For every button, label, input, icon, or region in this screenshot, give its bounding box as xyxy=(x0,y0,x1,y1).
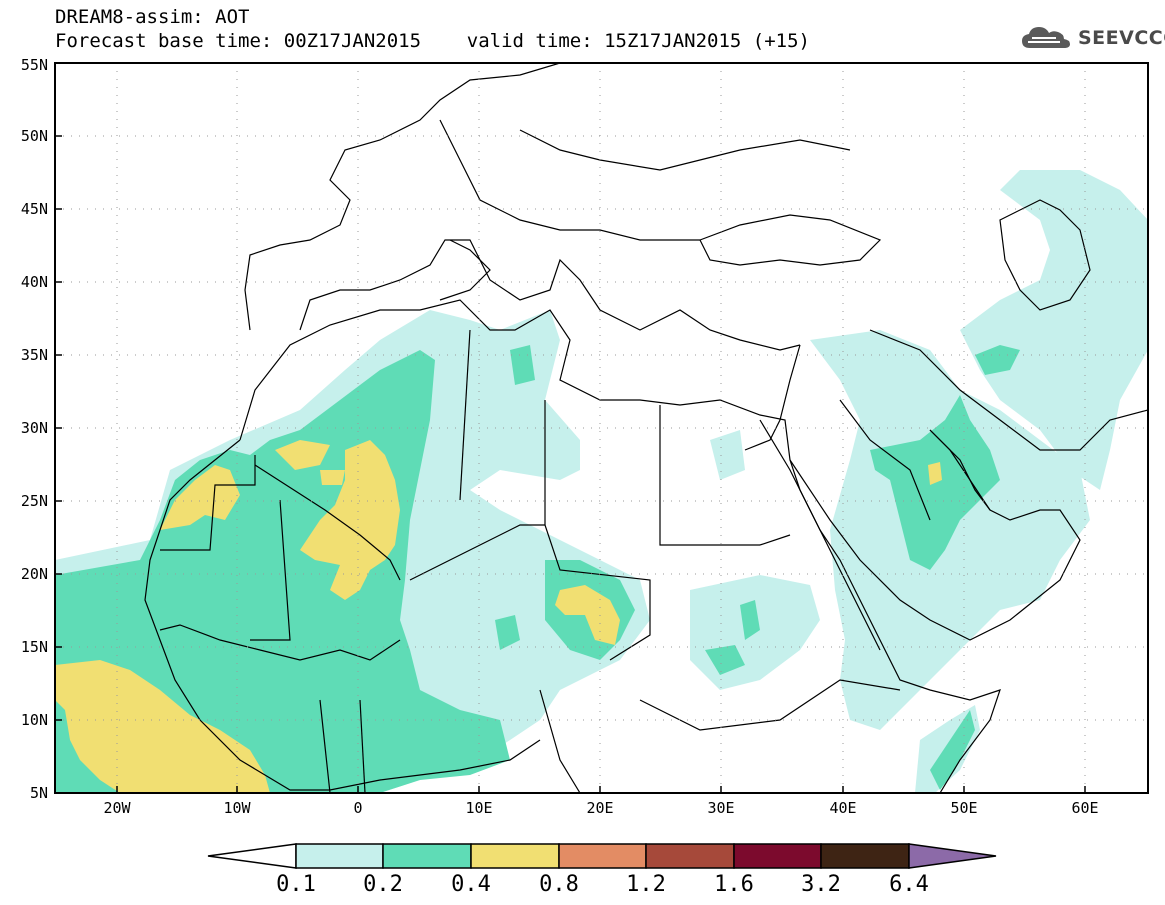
aot-shading xyxy=(55,170,1148,793)
lat-label: 40N xyxy=(21,273,48,291)
lon-label: 60E xyxy=(1071,799,1098,817)
latitude-labels: 5N 10N 15N 20N 25N 30N 35N 40N 45N 50N 5… xyxy=(21,56,48,802)
aot-level-0.4-area xyxy=(55,440,942,793)
colorbar-left-arrow xyxy=(207,843,297,869)
forecast-time-line: Forecast base time: 00Z17JAN2015 valid t… xyxy=(55,30,810,52)
colorbar-label: 6.4 xyxy=(889,872,929,897)
lat-label: 50N xyxy=(21,127,48,145)
cloud-logo-icon xyxy=(1022,27,1070,48)
colorbar-segment xyxy=(470,843,560,869)
lat-label: 45N xyxy=(21,200,48,218)
lat-label: 30N xyxy=(21,419,48,437)
colorbar xyxy=(207,843,997,869)
lon-label: 10W xyxy=(223,799,251,817)
colorbar-segment xyxy=(733,843,822,869)
lon-label: 10E xyxy=(465,799,492,817)
logo-text: SEEVCCC xyxy=(1078,27,1165,49)
lon-label: 50E xyxy=(950,799,977,817)
lat-label: 20N xyxy=(21,565,48,583)
colorbar-segment xyxy=(295,843,384,869)
lat-label: 5N xyxy=(30,784,48,802)
grid-lines xyxy=(55,63,1148,793)
lat-label: 55N xyxy=(21,56,48,74)
colorbar-label: 0.2 xyxy=(363,872,403,897)
lat-label: 10N xyxy=(21,711,48,729)
lat-label: 15N xyxy=(21,638,48,656)
colorbar-segment xyxy=(382,843,472,869)
colorbar-segment xyxy=(820,843,910,869)
colorbar-segment xyxy=(558,843,647,869)
aot-level-0.2-area xyxy=(55,345,1020,793)
lat-label: 35N xyxy=(21,346,48,364)
seevccc-logo: SEEVCCC xyxy=(1020,22,1165,54)
tick-marks xyxy=(55,135,1086,794)
colorbar-label: 0.4 xyxy=(451,872,491,897)
lon-label: 40E xyxy=(829,799,856,817)
lon-label: 20W xyxy=(103,799,131,817)
colorbar-label: 1.6 xyxy=(714,872,754,897)
colorbar-label: 0.1 xyxy=(276,872,316,897)
longitude-labels: 20W 10W 0 10E 20E 30E 40E 50E 60E xyxy=(103,799,1098,817)
lon-label: 20E xyxy=(586,799,613,817)
lat-label: 25N xyxy=(21,492,48,510)
lon-label: 30E xyxy=(707,799,734,817)
colorbar-right-arrow xyxy=(908,843,997,869)
lon-label: 0 xyxy=(353,799,362,817)
colorbar-label: 3.2 xyxy=(801,872,841,897)
colorbar-label: 0.8 xyxy=(539,872,579,897)
colorbar-segment xyxy=(645,843,735,869)
map-title: DREAM8-assim: AOT xyxy=(55,6,250,28)
colorbar-label: 1.2 xyxy=(626,872,666,897)
coastlines-borders xyxy=(144,63,1148,793)
